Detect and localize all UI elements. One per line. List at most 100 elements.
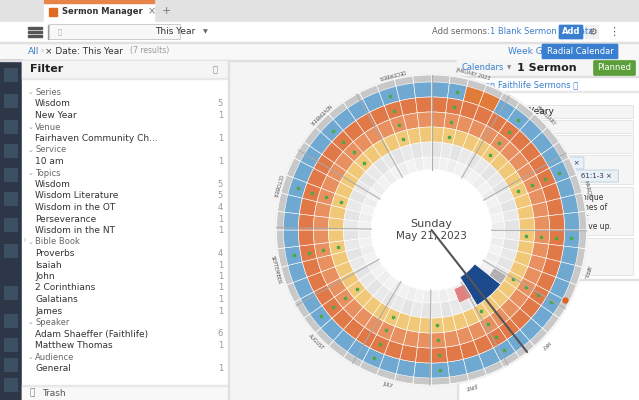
Wedge shape — [491, 180, 509, 196]
Text: Private Notes: Private Notes — [462, 234, 514, 244]
Text: Fairhaven Community Ch...: Fairhaven Community Ch... — [35, 134, 158, 143]
Text: Wisdom in the NT: Wisdom in the NT — [35, 226, 115, 235]
FancyBboxPatch shape — [49, 24, 180, 40]
Text: 1: 1 — [218, 260, 223, 270]
Wedge shape — [366, 164, 383, 182]
Wedge shape — [560, 194, 578, 214]
Wedge shape — [413, 362, 431, 378]
Wedge shape — [549, 214, 564, 230]
Text: 5: 5 — [218, 100, 223, 108]
Wedge shape — [360, 204, 375, 216]
FancyBboxPatch shape — [594, 60, 636, 76]
Text: Venue: Venue — [35, 122, 61, 132]
Wedge shape — [439, 158, 449, 172]
Wedge shape — [541, 127, 559, 146]
Wedge shape — [344, 230, 359, 241]
Wedge shape — [486, 272, 504, 288]
Wedge shape — [419, 127, 431, 143]
Wedge shape — [300, 146, 322, 168]
Wedge shape — [367, 258, 382, 272]
FancyBboxPatch shape — [461, 188, 633, 236]
Wedge shape — [314, 242, 332, 258]
Wedge shape — [486, 172, 504, 188]
Bar — [4, 68, 18, 82]
Wedge shape — [546, 198, 564, 216]
Wedge shape — [395, 130, 410, 148]
Wedge shape — [334, 288, 355, 308]
Wedge shape — [400, 144, 414, 162]
Bar — [457, 60, 639, 400]
Wedge shape — [346, 248, 363, 261]
Wedge shape — [509, 152, 528, 172]
Wedge shape — [384, 101, 403, 120]
Wedge shape — [415, 347, 431, 363]
Text: ⌄: ⌄ — [28, 124, 34, 130]
FancyBboxPatch shape — [542, 44, 618, 59]
Text: ▼: ▼ — [507, 66, 511, 70]
Wedge shape — [528, 255, 546, 272]
Text: JUNE: JUNE — [465, 382, 478, 390]
Wedge shape — [520, 318, 543, 341]
Wedge shape — [452, 312, 468, 330]
Wedge shape — [321, 266, 341, 285]
Wedge shape — [350, 256, 367, 271]
Circle shape — [374, 172, 489, 288]
Wedge shape — [528, 154, 550, 175]
Wedge shape — [481, 188, 496, 202]
Text: ⌄: ⌄ — [28, 354, 34, 360]
Wedge shape — [472, 175, 486, 190]
Wedge shape — [468, 120, 486, 139]
Wedge shape — [328, 218, 344, 230]
Wedge shape — [407, 128, 421, 144]
Bar — [48, 25, 49, 39]
Text: 1: 1 — [218, 364, 223, 373]
Text: Isaiah: Isaiah — [35, 260, 61, 270]
Wedge shape — [314, 154, 334, 175]
Wedge shape — [466, 170, 480, 185]
Text: 1: 1 — [218, 134, 223, 143]
Wedge shape — [347, 162, 366, 180]
Wedge shape — [562, 282, 576, 302]
Text: Description: Description — [462, 184, 506, 192]
Wedge shape — [314, 202, 332, 218]
Bar — [4, 378, 18, 392]
Text: Matthew Thomas: Matthew Thomas — [35, 341, 112, 350]
Text: 1: 1 — [218, 341, 223, 350]
Wedge shape — [541, 146, 562, 168]
Wedge shape — [510, 130, 531, 152]
Wedge shape — [281, 175, 294, 195]
Wedge shape — [314, 216, 329, 230]
Wedge shape — [531, 132, 553, 154]
Wedge shape — [444, 330, 459, 347]
Text: All: All — [28, 46, 40, 56]
Wedge shape — [414, 288, 424, 302]
Wedge shape — [359, 272, 377, 288]
Text: 10 am: 10 am — [35, 157, 64, 166]
Wedge shape — [490, 307, 510, 327]
Bar — [4, 192, 18, 206]
Wedge shape — [449, 298, 463, 316]
Wedge shape — [459, 279, 473, 295]
Wedge shape — [463, 134, 479, 152]
Wedge shape — [413, 376, 431, 385]
Wedge shape — [335, 182, 353, 199]
Wedge shape — [574, 193, 585, 212]
Text: 🔍: 🔍 — [213, 65, 218, 74]
Wedge shape — [363, 348, 384, 368]
Wedge shape — [509, 261, 528, 278]
Wedge shape — [314, 230, 329, 244]
Wedge shape — [410, 143, 423, 159]
Wedge shape — [322, 142, 343, 163]
Wedge shape — [376, 321, 395, 340]
Wedge shape — [359, 237, 373, 248]
Wedge shape — [431, 317, 444, 333]
Wedge shape — [413, 75, 431, 84]
Text: 1 Blank Sermon No Data: 1 Blank Sermon No Data — [490, 28, 594, 36]
Wedge shape — [484, 251, 500, 264]
Wedge shape — [497, 280, 516, 298]
Wedge shape — [277, 211, 286, 230]
Bar — [4, 120, 18, 134]
Wedge shape — [504, 230, 520, 241]
Bar — [4, 244, 18, 258]
Text: Sunday: Sunday — [410, 219, 452, 229]
